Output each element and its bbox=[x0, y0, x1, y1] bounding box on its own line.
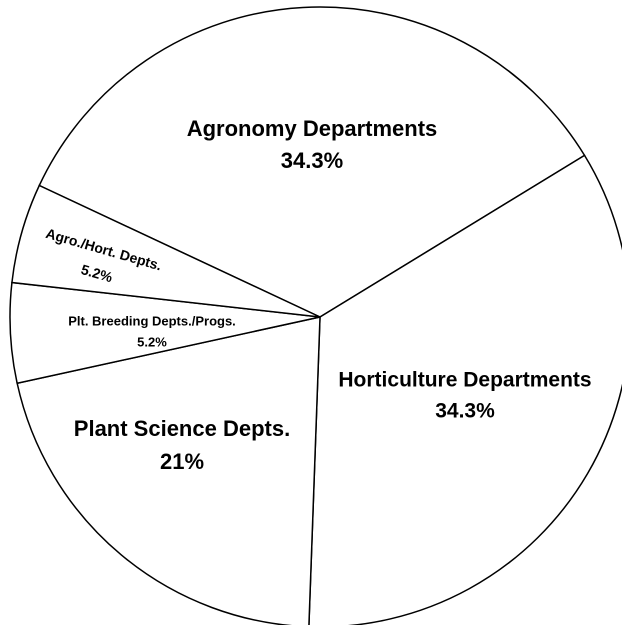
value-label: 34.3% bbox=[281, 148, 343, 173]
slice-label: Plt. Breeding Depts./Progs. bbox=[68, 313, 236, 328]
slice-label: Agronomy Departments bbox=[187, 116, 438, 141]
pie-slice bbox=[11, 184, 321, 318]
value-label: 21% bbox=[160, 449, 204, 474]
pie-slice bbox=[16, 316, 321, 625]
value-label: 5.2% bbox=[137, 334, 167, 349]
value-label: 34.3% bbox=[435, 400, 495, 423]
slice-label: Horticulture Departments bbox=[338, 369, 591, 392]
pie-slice bbox=[308, 154, 622, 625]
pie-slice bbox=[38, 6, 586, 318]
slice-label: Plant Science Depts. bbox=[74, 416, 290, 441]
